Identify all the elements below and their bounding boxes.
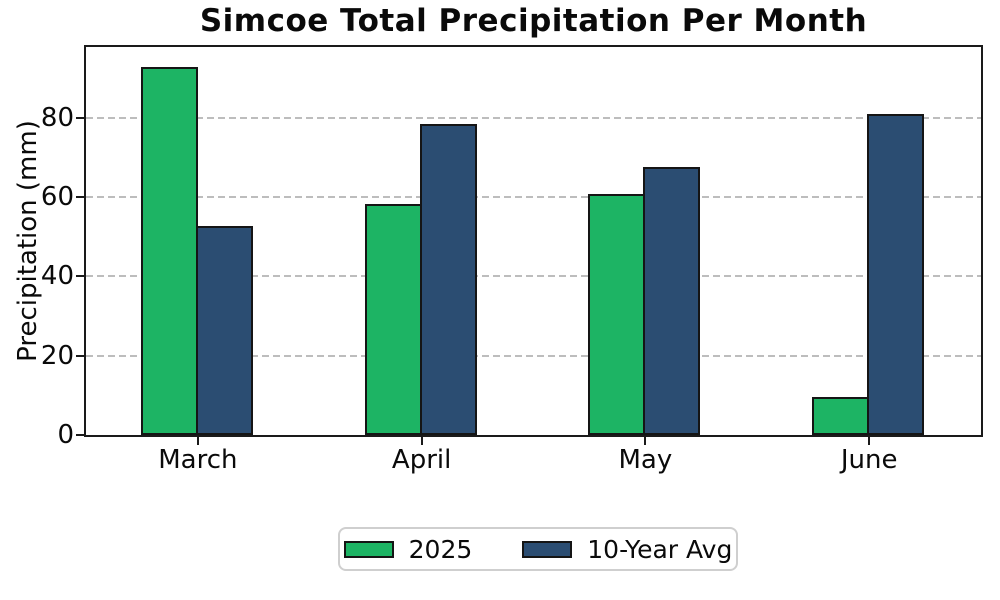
x-tick-mark-march	[196, 437, 199, 445]
legend-label-10-year-avg: 10-Year Avg	[587, 534, 733, 564]
y-tick-label-80: 80	[40, 102, 74, 133]
y-axis-label: Precipitation (mm)	[13, 120, 43, 362]
legend-item-2025: 2025	[343, 534, 473, 564]
x-tick-label-may: May	[618, 445, 673, 475]
y-tick-mark-20	[76, 354, 84, 357]
y-tick-label-40: 40	[40, 261, 74, 292]
y-tick-mark-40	[76, 275, 84, 278]
bar-10-year-avg-june	[867, 114, 925, 435]
bar-2025-may	[588, 194, 646, 435]
legend-swatch-10-year-avg	[522, 540, 573, 558]
bar-2025-june	[812, 396, 870, 435]
bar-10-year-avg-april	[419, 123, 477, 435]
bar-10-year-avg-may	[643, 166, 701, 435]
bar-10-year-avg-march	[195, 225, 253, 435]
x-tick-label-june: June	[840, 445, 898, 475]
y-tick-mark-60	[76, 195, 84, 198]
gridline-y80	[86, 116, 981, 119]
x-tick-mark-june	[868, 437, 871, 445]
y-tick-mark-80	[76, 116, 84, 119]
gridline-y20	[86, 354, 981, 357]
gridline-y40	[86, 275, 981, 278]
bar-2025-march	[140, 66, 198, 435]
legend-label-2025: 2025	[408, 534, 473, 564]
gridline-y60	[86, 195, 981, 198]
legend-item-10-year-avg: 10-Year Avg	[522, 537, 732, 562]
bar-2025-april	[364, 203, 422, 435]
y-tick-label-60: 60	[40, 181, 74, 212]
y-tick-label-20: 20	[40, 340, 74, 371]
x-tick-mark-may	[644, 437, 647, 445]
x-tick-mark-april	[420, 437, 423, 445]
x-tick-label-march: March	[158, 445, 238, 475]
y-tick-label-0: 0	[57, 420, 74, 450]
y-tick-mark-0	[76, 434, 84, 436]
x-tick-label-april: April	[391, 445, 452, 475]
legend: 2025 10-Year Avg	[338, 527, 738, 571]
chart-title: Simcoe Total Precipitation Per Month	[199, 3, 868, 39]
plot-area: 0 20 40 60 80 March April May June	[41, 45, 983, 473]
legend-swatch-2025	[343, 540, 394, 558]
